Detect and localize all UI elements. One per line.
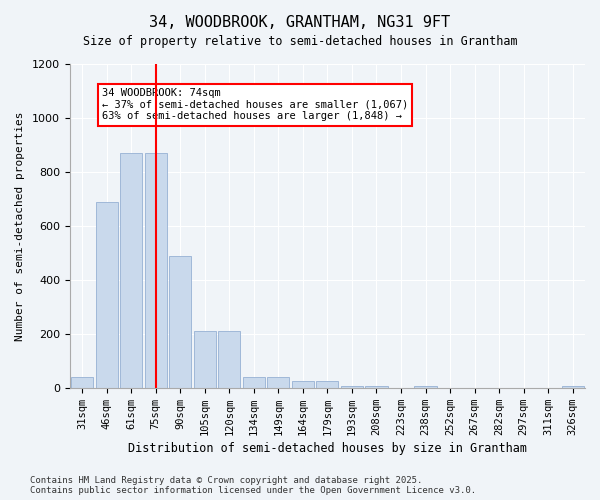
Text: Contains public sector information licensed under the Open Government Licence v3: Contains public sector information licen… bbox=[30, 486, 476, 495]
Y-axis label: Number of semi-detached properties: Number of semi-detached properties bbox=[15, 111, 25, 340]
Bar bbox=[145, 153, 167, 388]
Bar bbox=[120, 153, 142, 388]
Text: 34, WOODBROOK, GRANTHAM, NG31 9FT: 34, WOODBROOK, GRANTHAM, NG31 9FT bbox=[149, 15, 451, 30]
Text: Contains HM Land Registry data © Crown copyright and database right 2025.: Contains HM Land Registry data © Crown c… bbox=[30, 476, 422, 485]
Bar bbox=[316, 381, 338, 388]
Bar bbox=[415, 386, 437, 388]
Bar bbox=[267, 377, 289, 388]
Bar bbox=[71, 377, 93, 388]
Bar bbox=[243, 377, 265, 388]
Bar bbox=[95, 202, 118, 388]
Text: Size of property relative to semi-detached houses in Grantham: Size of property relative to semi-detach… bbox=[83, 35, 517, 48]
Bar bbox=[194, 331, 216, 388]
Bar bbox=[562, 386, 584, 388]
Bar bbox=[218, 331, 241, 388]
Bar bbox=[169, 256, 191, 388]
Bar bbox=[292, 381, 314, 388]
Bar bbox=[341, 386, 363, 388]
Bar bbox=[365, 386, 388, 388]
X-axis label: Distribution of semi-detached houses by size in Grantham: Distribution of semi-detached houses by … bbox=[128, 442, 527, 455]
Text: 34 WOODBROOK: 74sqm
← 37% of semi-detached houses are smaller (1,067)
63% of sem: 34 WOODBROOK: 74sqm ← 37% of semi-detach… bbox=[101, 88, 408, 122]
